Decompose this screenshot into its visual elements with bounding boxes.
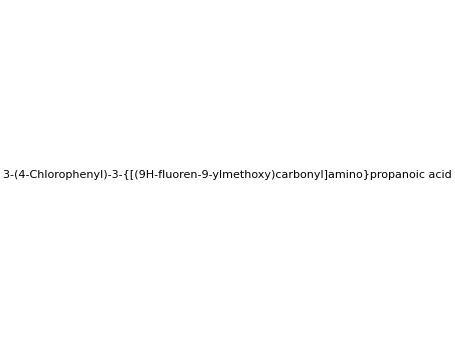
Text: 3-(4-Chlorophenyl)-3-{[(9H-fluoren-9-ylmethoxy)carbonyl]amino}propanoic acid: 3-(4-Chlorophenyl)-3-{[(9H-fluoren-9-ylm… [3, 170, 452, 180]
